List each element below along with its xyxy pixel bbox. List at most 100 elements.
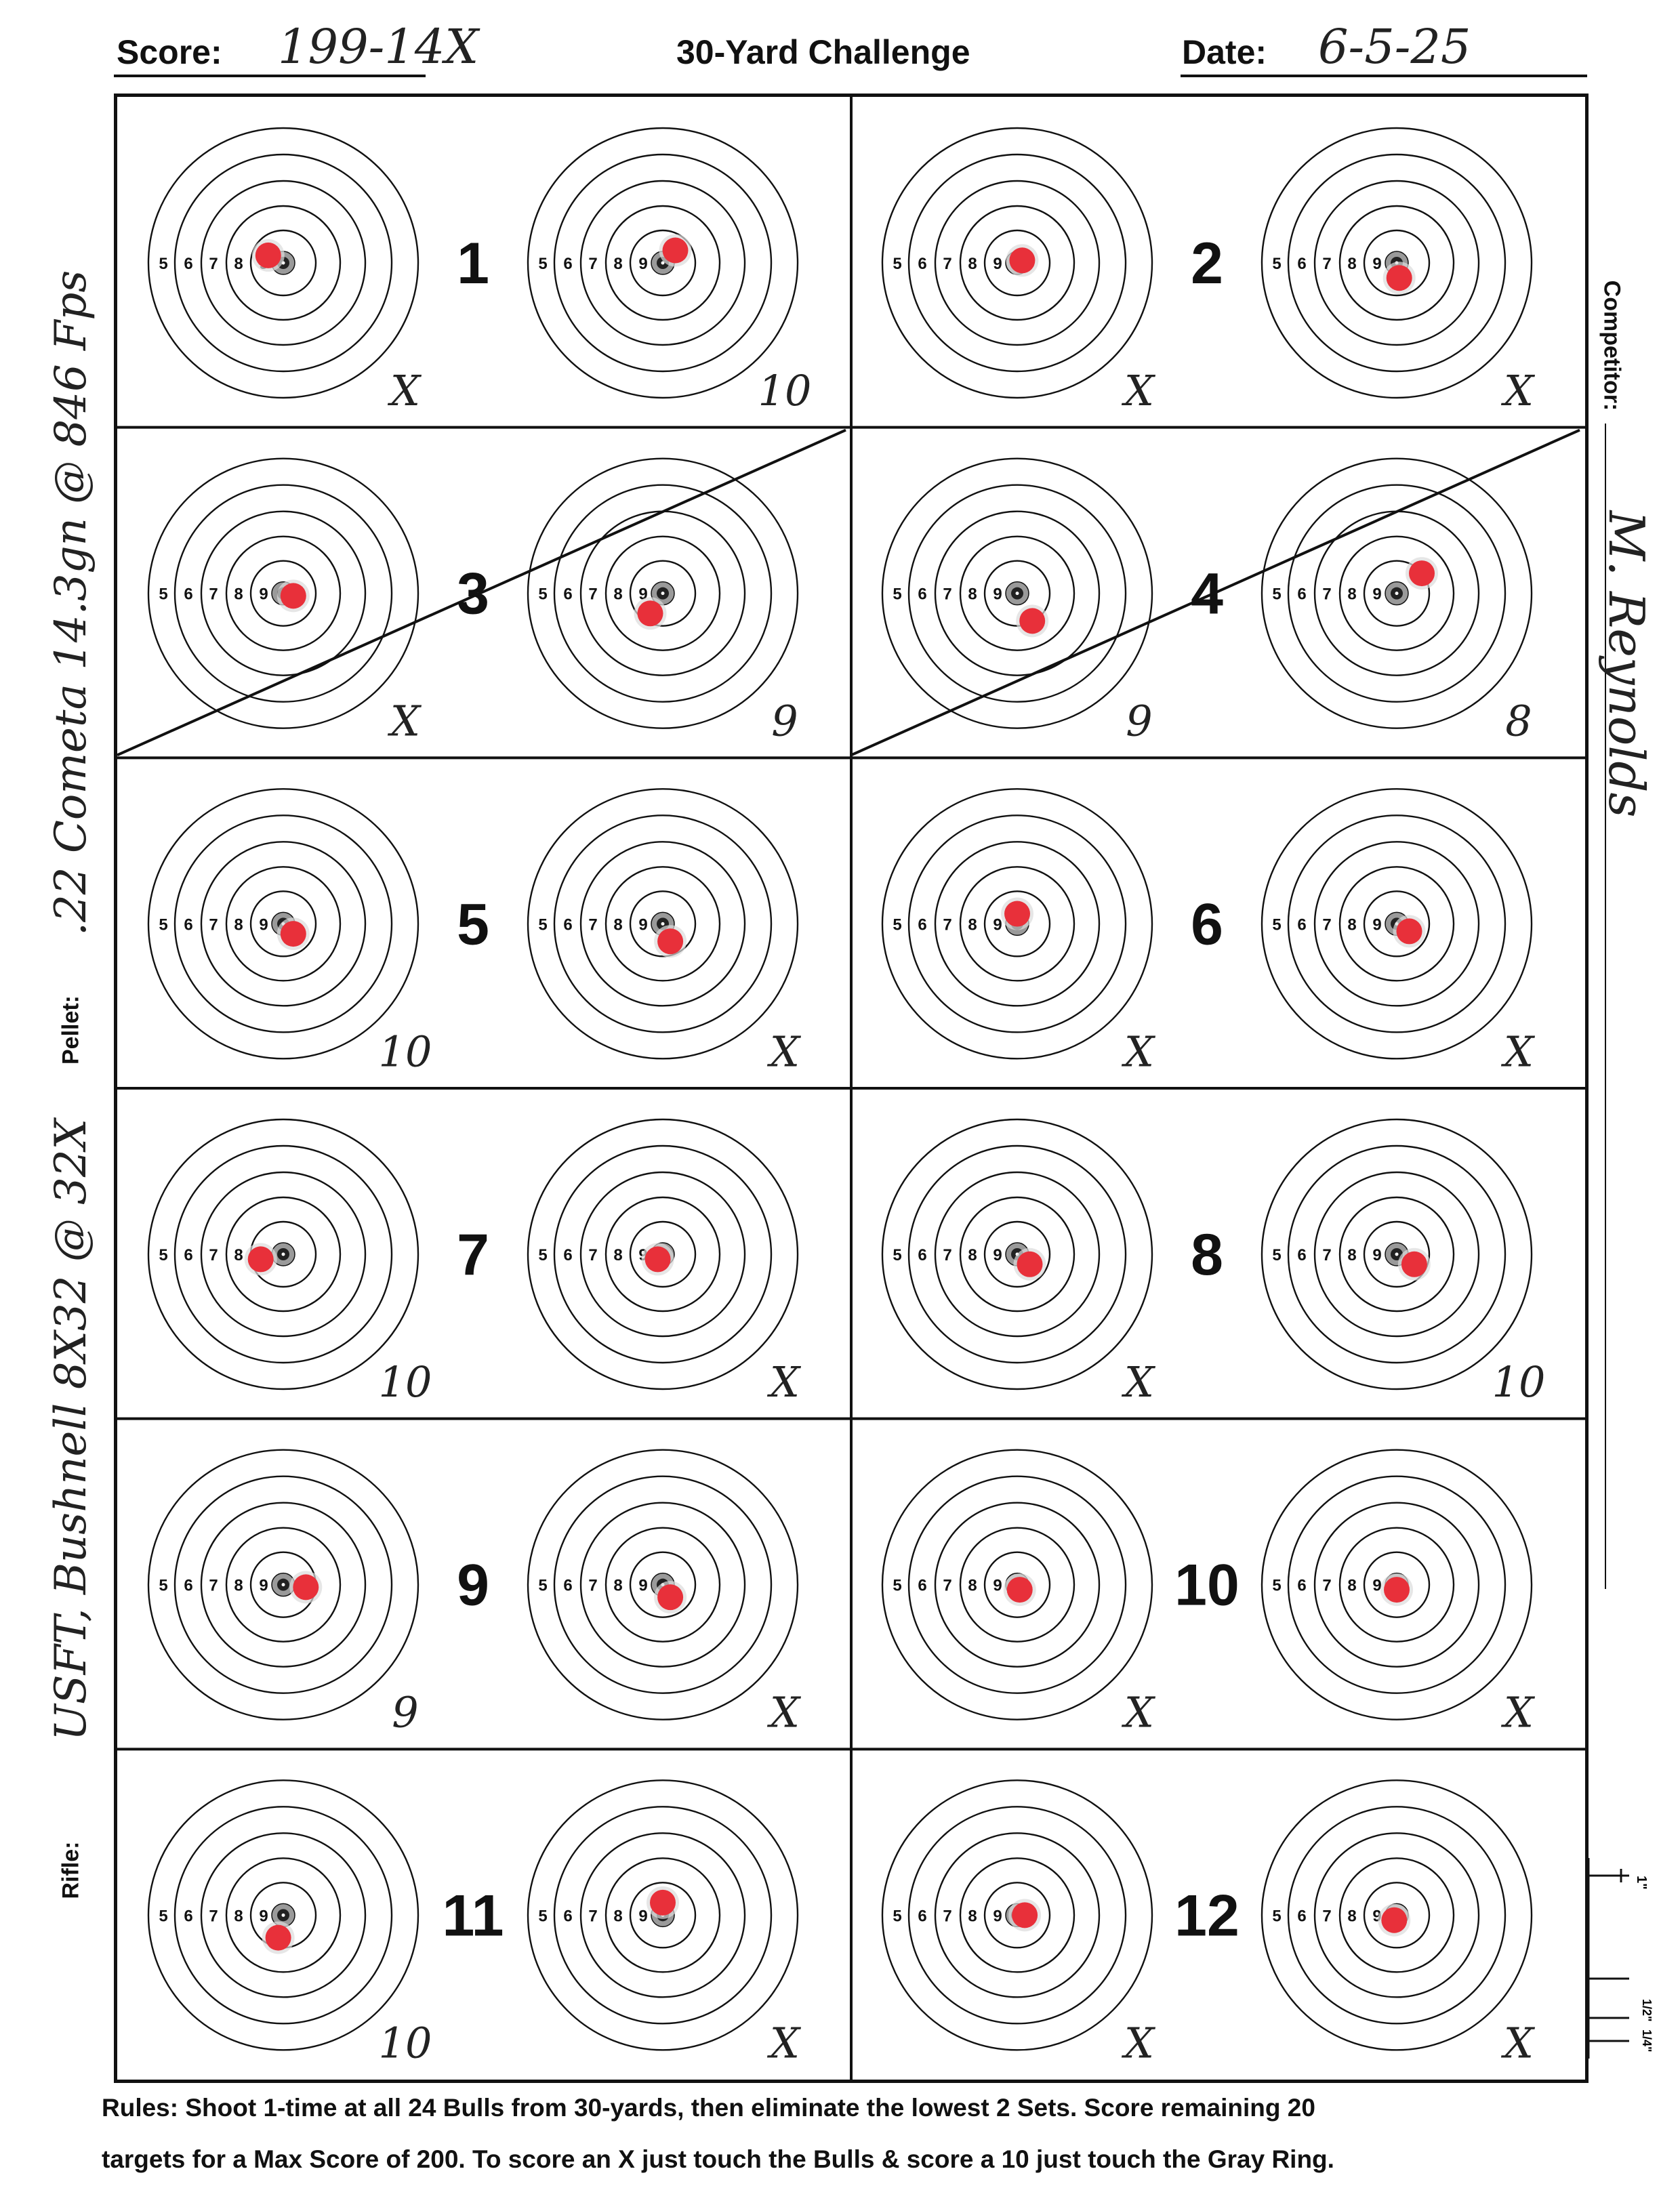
ring-number: 7 (943, 1907, 951, 1925)
target-ring (1261, 1779, 1533, 2051)
bull-center (1015, 592, 1019, 596)
ring-number: 7 (943, 915, 951, 934)
set-number: 8 (1191, 1222, 1223, 1287)
page-title: 30-Yard Challenge (676, 33, 970, 71)
ring-number: 5 (893, 1577, 901, 1595)
target-ring (553, 1806, 773, 2025)
target-ring (1287, 814, 1507, 1033)
hit-mark (657, 928, 684, 955)
ring-number: 6 (918, 1577, 926, 1595)
target-ring (1363, 1551, 1431, 1618)
set-number: 7 (457, 1222, 489, 1287)
target-ring (173, 484, 393, 703)
ring-number: 7 (943, 255, 951, 273)
bull-center (281, 1252, 285, 1256)
hit-mark (265, 1924, 291, 1951)
target-ring (983, 1220, 1051, 1288)
ring-number: 6 (563, 255, 572, 273)
ring-number: 6 (184, 255, 192, 273)
handwritten-score: 10 (379, 1357, 432, 1407)
cross-out-line (117, 428, 846, 757)
hit-mark (1009, 247, 1036, 274)
ring-number: 5 (538, 1577, 547, 1595)
set-number: 3 (457, 562, 489, 627)
handwritten-score: 10 (1492, 1357, 1546, 1407)
ring-number: 6 (1297, 1246, 1306, 1264)
ring-number: 7 (209, 1246, 218, 1264)
ring-number: 5 (1272, 1577, 1281, 1595)
target-ring (553, 1475, 773, 1694)
set-number: 1 (457, 231, 489, 296)
handwritten-score: 10 (379, 2018, 432, 2067)
set-number: 6 (1191, 892, 1223, 957)
date-label: Date: (1182, 33, 1267, 71)
ring-number: 8 (613, 1907, 622, 1925)
ring-number: 8 (968, 255, 977, 273)
ring-number: 6 (563, 1577, 572, 1595)
hit-mark (280, 583, 306, 609)
target-ring (959, 866, 1075, 982)
target-ring (983, 1882, 1051, 1949)
ring-number: 6 (563, 915, 572, 934)
ring-number: 6 (184, 915, 192, 934)
target-ring (200, 1502, 367, 1668)
handwritten-score: X (1501, 2018, 1536, 2067)
ring-number: 9 (259, 1577, 268, 1595)
target-ring (881, 457, 1153, 729)
handwritten-score: X (767, 1027, 802, 1076)
ring-number: 6 (184, 1577, 192, 1595)
hit-mark (1012, 1902, 1038, 1928)
set-number: 10 (1174, 1553, 1239, 1618)
target-ring (605, 205, 721, 321)
ring-number: 6 (563, 585, 572, 604)
target-ring (907, 1806, 1127, 2025)
bull-center (661, 592, 665, 596)
target-ring (1363, 1220, 1431, 1288)
handwritten-score: X (388, 697, 422, 746)
handwritten-score: 8 (1505, 697, 1532, 746)
hit-mark (1381, 1907, 1408, 1933)
ring-number: 5 (1272, 1246, 1281, 1264)
ring-number: 7 (1322, 915, 1331, 934)
ring-number: 8 (613, 1246, 622, 1264)
target-ring (147, 127, 419, 399)
ring-number: 8 (613, 255, 622, 273)
ring-number: 7 (588, 255, 597, 273)
target-ring (200, 1171, 367, 1338)
score-underline (114, 75, 426, 77)
target-ring (959, 535, 1075, 651)
target-ring (553, 484, 773, 703)
target-ring (173, 153, 393, 373)
ring-number: 9 (1372, 915, 1381, 934)
ring-number: 7 (588, 1246, 597, 1264)
ring-number: 9 (638, 1577, 647, 1595)
ring-number: 7 (209, 1577, 218, 1595)
target-ring (1313, 1502, 1480, 1668)
target-ring (1313, 841, 1480, 1007)
target-ring (605, 535, 721, 651)
ring-number: 5 (159, 585, 167, 604)
target-ring (881, 1449, 1153, 1720)
target-ring (1363, 229, 1431, 297)
ring-number: 6 (563, 1246, 572, 1264)
target-ring (605, 866, 721, 982)
ring-number: 5 (1272, 1907, 1281, 1925)
ring-number: 8 (613, 585, 622, 604)
target-ring (147, 1779, 419, 2051)
ring-number: 6 (918, 1246, 926, 1264)
target-ring (147, 457, 419, 729)
handwritten-score: X (767, 2018, 802, 2067)
hit-mark (293, 1574, 319, 1601)
bull-center (281, 1913, 285, 1917)
set-number: 4 (1191, 562, 1223, 627)
target-ring (1261, 788, 1533, 1060)
hit-mark (1004, 901, 1030, 927)
ring-number: 5 (538, 585, 547, 604)
score-label: Score: (117, 33, 222, 71)
ring-number: 8 (234, 1246, 243, 1264)
target-ring (225, 866, 342, 982)
ring-number: 8 (1347, 915, 1356, 934)
ring-number: 9 (638, 915, 647, 934)
ring-number: 8 (1347, 1246, 1356, 1264)
competitor-line (1605, 424, 1606, 1589)
